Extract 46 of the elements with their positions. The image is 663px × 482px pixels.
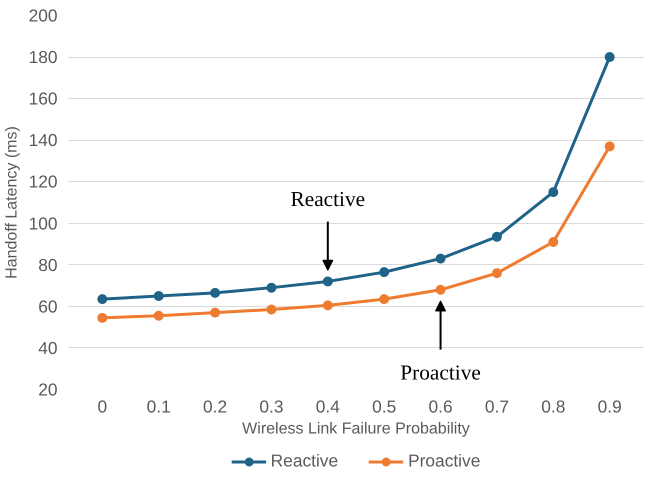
annotation: Reactive (290, 186, 366, 211)
x-tick-label: 0.7 (484, 396, 509, 416)
x-tick-label: 0.4 (316, 396, 340, 416)
y-tick-label: 200 (28, 6, 58, 26)
point (322, 300, 333, 310)
point (97, 294, 108, 304)
point (154, 291, 164, 301)
point (604, 52, 615, 62)
point (436, 254, 446, 264)
y-tick-label: 20 (38, 380, 58, 400)
y-tick-label: 160 (28, 88, 58, 109)
point (322, 276, 333, 286)
x-tick-label: 0.2 (203, 396, 228, 416)
y-tick-label: 60 (38, 296, 58, 316)
x-tick-label: 0 (98, 396, 108, 416)
y-tick-label: 40 (38, 338, 58, 358)
point (266, 304, 276, 314)
point (492, 268, 502, 278)
y-tick-label: 100 (28, 213, 58, 234)
y-tick-label: 120 (28, 172, 58, 192)
x-tick-label: 0.8 (541, 396, 566, 416)
x-tick-label: 0.5 (372, 396, 396, 416)
point (548, 236, 558, 247)
annotation: Proactive (400, 360, 481, 384)
x-tick-label: 0.1 (146, 396, 171, 416)
point (604, 141, 615, 152)
point (210, 308, 220, 318)
y-tick-label: 140 (28, 130, 58, 150)
point (210, 288, 220, 298)
y-tick-label: 180 (28, 47, 58, 68)
point (548, 187, 558, 198)
point (436, 284, 446, 295)
point (492, 232, 502, 242)
legend-label: Reactive (270, 450, 338, 472)
y-axis-title: Handoff Latency (ms) (4, 126, 21, 279)
x-tick-label: 0.9 (598, 396, 622, 416)
y-tick-label: 80 (38, 254, 58, 275)
x-axis-title: Wireless Link Failure Probability (242, 420, 470, 438)
point (97, 312, 108, 323)
point (379, 294, 390, 304)
x-tick-label: 0.6 (428, 396, 453, 416)
x-tick-label: 0.3 (259, 396, 284, 416)
point (154, 310, 164, 321)
point (266, 282, 276, 293)
point (379, 267, 390, 278)
legend-label: Proactive (408, 450, 480, 472)
